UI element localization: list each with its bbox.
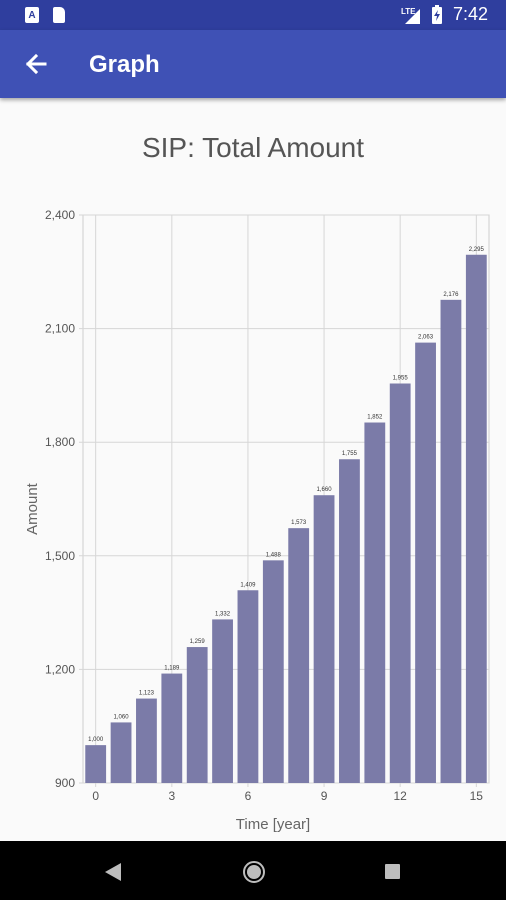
lte-signal-icon: LTE [401,7,420,24]
bar [110,722,132,783]
bar-value-label: 1,060 [114,714,130,720]
status-time: 7:42 [452,4,488,24]
back-button[interactable] [18,46,54,82]
x-axis-label: Time [year] [236,816,310,833]
bar-value-label: 1,852 [367,415,383,421]
bar-value-label: 1,332 [215,611,231,617]
bar [339,459,360,783]
status-bar: A LTE 7:42 [0,0,506,30]
bar [465,254,487,783]
bar [288,528,310,783]
x-tick-label: 15 [470,789,484,803]
bar-value-label: 2,176 [443,292,459,298]
bar [440,299,462,783]
bar [186,647,208,783]
bar-value-label: 1,488 [266,552,282,558]
bar [364,422,386,783]
app-bar: Graph [0,30,506,98]
bar [389,383,411,783]
x-tick-label: 9 [321,789,328,803]
bar [237,590,259,783]
y-axis-label: Amount [24,482,41,535]
nav-home-icon[interactable] [241,859,267,885]
bar-value-label: 1,259 [190,639,206,645]
svg-text:LTE: LTE [401,7,416,16]
x-tick-label: 6 [245,789,252,803]
bar-value-label: 1,955 [393,376,409,382]
arrow-left-icon [25,53,47,75]
notification-letter: A [28,9,36,21]
bar-value-label: 1,573 [291,520,307,526]
bar-value-label: 1,660 [317,487,333,493]
nav-recents-icon[interactable] [384,863,402,881]
y-tick-label: 2,400 [45,208,75,222]
bar-chart: 900 1,200 1,500 1,800 2,100 2,400 0 3 6 9 12 15 1,00… [24,208,490,833]
y-tick-label: 900 [55,776,75,790]
bar-value-label: 1,189 [164,666,180,672]
x-tick-label: 12 [394,789,408,803]
bar-value-label: 2,295 [469,247,485,253]
bar [136,698,157,783]
bar-value-label: 1,000 [88,737,104,743]
battery-icon [431,4,442,24]
x-tick-label: 0 [92,789,99,803]
app-notification-icon: A [25,7,39,23]
bar-value-label: 1,409 [240,582,256,588]
page-title: Graph [89,51,160,78]
navigation-bar [0,841,506,900]
bar [212,619,233,783]
bar [161,673,183,783]
y-tick-label: 1,200 [45,662,75,676]
chart-title: SIP: Total Amount [141,132,365,163]
bar-value-label: 1,123 [139,691,155,697]
sd-card-icon [53,7,65,23]
y-tick-label: 1,500 [45,549,75,563]
nav-back-icon[interactable] [101,861,125,883]
y-tick-label: 2,100 [45,322,75,336]
x-tick-label: 3 [168,789,175,803]
bar [415,342,436,783]
bar-value-label: 1,755 [342,451,358,457]
bar-value-label: 2,063 [418,335,434,341]
y-tick-label: 1,800 [45,435,75,449]
bar [313,495,335,783]
bar [262,560,284,783]
bar [85,745,107,783]
